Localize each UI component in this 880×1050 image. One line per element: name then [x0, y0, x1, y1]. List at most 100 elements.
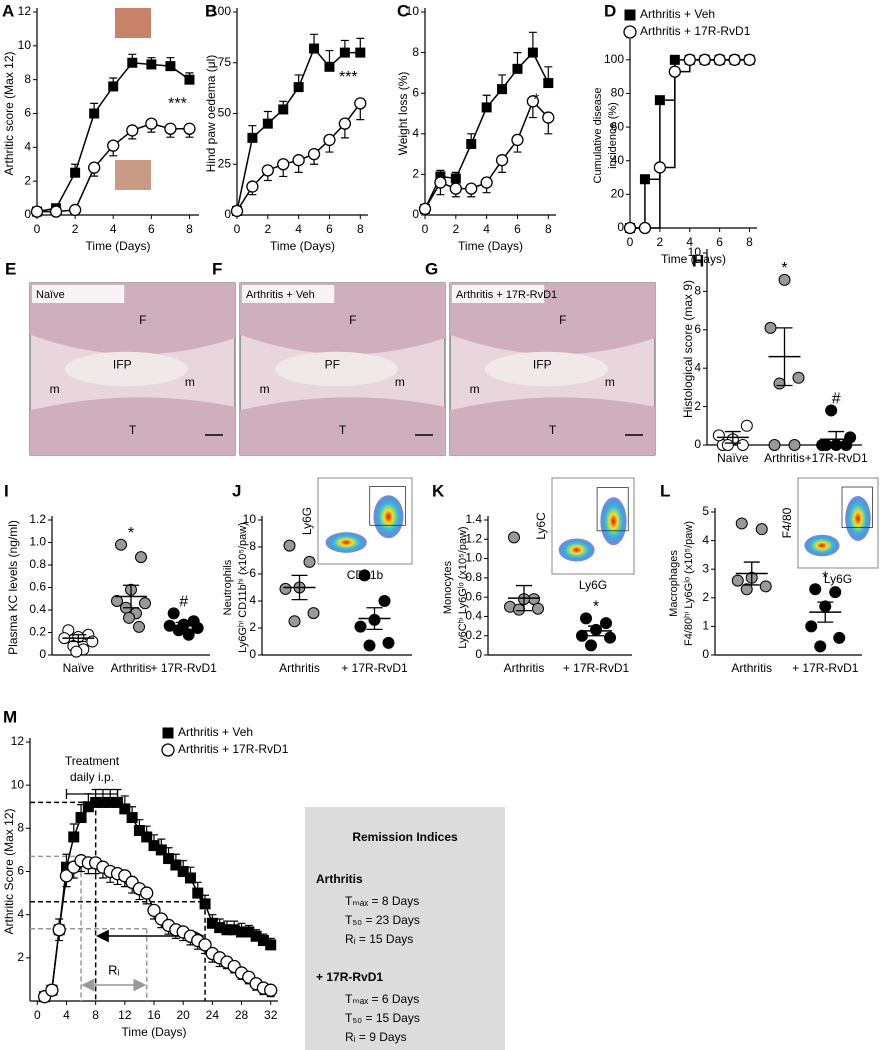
x-tick-label: 28	[235, 1008, 249, 1022]
marker	[68, 831, 80, 843]
y-tick-label: 80	[611, 86, 625, 100]
marker	[141, 831, 153, 843]
x-tick-label: + 17R-RvD1	[563, 661, 630, 675]
marker	[639, 174, 650, 185]
marker	[133, 824, 145, 836]
tissue-label: T	[339, 423, 347, 437]
y-tick-label: 1.0	[29, 535, 46, 549]
remission-heading: Arthritis	[316, 872, 363, 886]
y-tick-label: 5	[702, 504, 709, 518]
tissue-label: m	[260, 382, 270, 396]
marker	[669, 54, 680, 65]
sem-bar	[175, 621, 192, 630]
legend-label: Arthritis + 17R-RvD1	[640, 24, 751, 38]
tissue-label: m	[185, 375, 195, 389]
marker	[230, 204, 244, 218]
marker	[668, 65, 681, 78]
marker	[309, 43, 320, 54]
series-line	[630, 59, 750, 229]
tissue-label: IFP	[533, 358, 552, 372]
data-point	[740, 419, 753, 432]
data-point	[736, 439, 749, 451]
y-tick-label: 4	[249, 593, 256, 607]
data-point	[721, 439, 734, 451]
marker	[465, 182, 478, 195]
marker	[155, 844, 167, 856]
x-tick-label: + 17R-RvD1	[150, 661, 217, 675]
y-tick-label: 6	[249, 566, 256, 580]
y-tick-label: 12	[18, 4, 32, 18]
x-tick-label: 2	[452, 222, 459, 236]
tissue-label: m	[605, 375, 615, 389]
marker	[743, 53, 756, 66]
y-tick-label: 3	[702, 561, 709, 575]
y-tick-label: 100	[211, 4, 231, 18]
y-axis-label: Weight loss (%)	[396, 72, 410, 156]
marker	[466, 138, 477, 149]
y-tick-label: 0	[24, 207, 31, 221]
y-tick-label: 0.6	[465, 589, 482, 603]
remission-line: T₅₀ = 15 Days	[345, 1011, 420, 1025]
flow-population	[558, 538, 595, 562]
y-axis-label: Plasma KC levels (ng/ml)	[6, 520, 20, 655]
paw-photo	[115, 160, 151, 190]
y-tick-label: 4	[702, 533, 709, 547]
y-tick-label: 4	[24, 140, 31, 154]
x-tick-label: 6	[716, 235, 723, 249]
data-point	[167, 607, 180, 620]
marker	[728, 53, 741, 66]
x-tick-label: Arthritis	[279, 661, 320, 675]
y-tick-label: 0.8	[465, 570, 482, 584]
tissue-label: m	[470, 382, 480, 396]
data-point	[508, 531, 520, 544]
y-axis-label: Cumulative disease	[592, 88, 604, 184]
data-point	[580, 612, 592, 625]
data-point	[378, 595, 391, 607]
x-tick-label: 0	[422, 222, 429, 236]
significance: #	[832, 391, 841, 408]
y-axis-label: Macrophages	[668, 550, 680, 617]
data-point	[773, 377, 786, 390]
y-axis-label: Neutrophils	[222, 559, 234, 615]
x-axis-label: Time (Days)	[270, 239, 335, 253]
panel-letter: I	[4, 481, 9, 500]
x-tick-label: 8	[357, 222, 364, 236]
marker	[119, 803, 131, 815]
histology-caption: Arthritis + Veh	[246, 289, 315, 301]
y-tick-label: 12	[11, 734, 25, 748]
y-tick-label: 20	[611, 187, 625, 201]
data-point	[513, 603, 525, 616]
marker	[177, 866, 189, 877]
y-axis-label: incidence (%)	[607, 102, 619, 169]
histology-caption: Naïve	[36, 289, 65, 301]
significance: #	[179, 594, 188, 611]
data-point	[358, 569, 371, 582]
histology-caption: Arthritis + 17R-RvD1	[456, 289, 557, 301]
remission-line: Tₘₐₓ = 8 Days	[345, 894, 419, 908]
y-tick-label: 1	[702, 619, 709, 633]
y-tick-label: 0	[617, 220, 624, 234]
significance: *	[822, 569, 828, 586]
data-point	[354, 620, 367, 633]
tissue-label: PF	[325, 358, 340, 372]
marker	[278, 104, 289, 115]
flow-population	[845, 496, 871, 541]
sem-bar	[366, 607, 383, 630]
marker	[170, 859, 182, 871]
y-tick-label: 0.4	[29, 602, 46, 616]
x-tick-label: 4	[686, 235, 693, 249]
data-point	[778, 273, 791, 286]
x-tick-label: 8	[746, 235, 753, 249]
sem-bar	[516, 584, 532, 612]
y-tick-label: 4	[412, 126, 419, 140]
marker	[623, 221, 637, 235]
y-tick-label: 4	[17, 907, 24, 921]
x-tick-label: 12	[118, 1008, 132, 1022]
y-tick-label: 1.4	[465, 512, 482, 526]
x-tick-label: 2	[264, 222, 271, 236]
sem-bar	[776, 327, 793, 387]
flow-gate	[596, 487, 629, 532]
marker	[184, 74, 195, 85]
legend-marker	[623, 25, 637, 39]
